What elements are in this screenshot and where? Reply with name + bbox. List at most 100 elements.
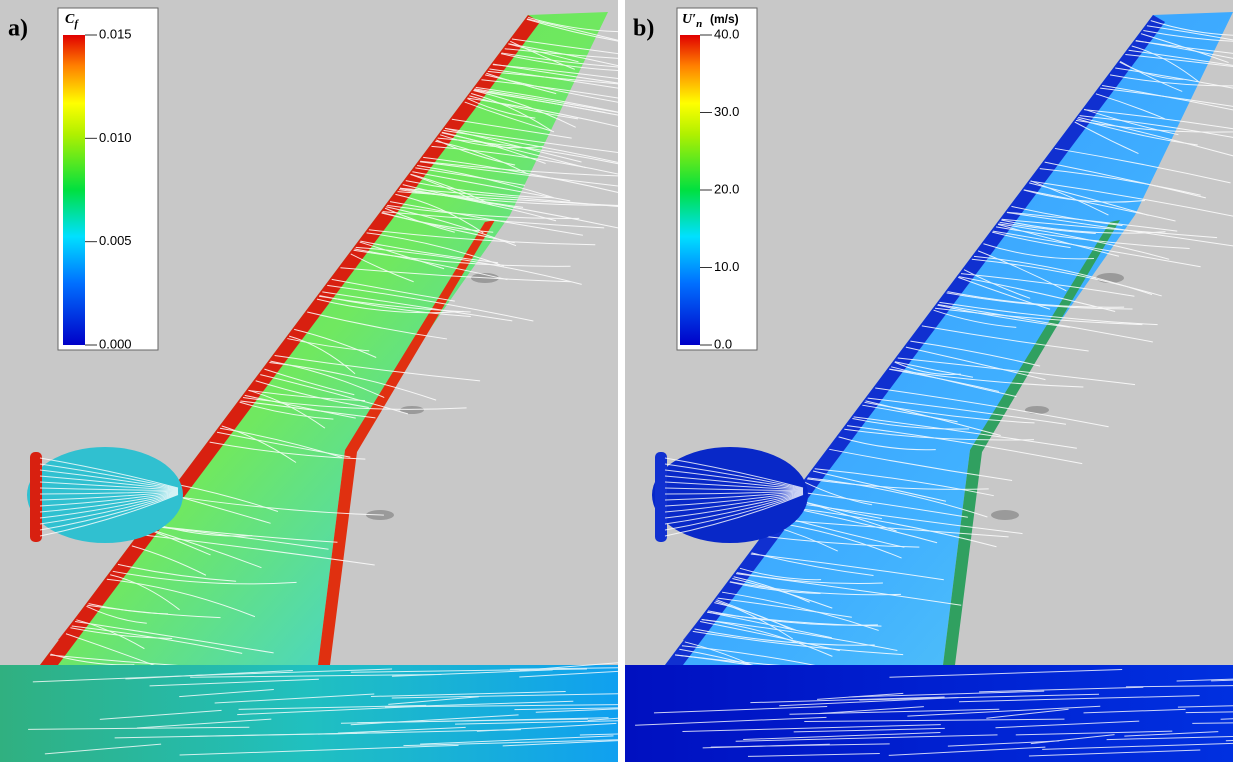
streamline [664,491,804,501]
streamline [735,573,962,606]
streamline [1083,109,1233,130]
streamline [664,475,804,490]
streamline [907,705,1101,717]
colorbar-title: U′n [682,12,702,29]
symbol: C [65,12,75,27]
panel-label: a) [8,16,28,42]
streamline [510,40,575,70]
streamline [519,670,618,678]
streamline [664,492,804,513]
streamline [664,469,804,490]
tick-label: 0.000 [99,336,132,351]
streamline [39,493,179,531]
streamline [248,389,326,429]
streamline [1054,147,1231,184]
streamline [179,689,274,698]
streamline [189,668,393,677]
streamline [959,695,1200,703]
streamline [307,311,448,340]
streamline [489,68,618,89]
streamline [417,164,553,198]
trailing-edge-band [943,220,1120,665]
colorbar [680,35,700,345]
streamline [635,716,827,726]
streamline [444,127,618,153]
streamline [437,137,618,165]
streamline [216,431,351,458]
streamline [818,706,924,714]
streamline [420,160,618,177]
streamline [1115,67,1233,89]
streamline [511,38,618,55]
streamline [39,493,179,525]
streamline [221,425,297,463]
colorbar-title: Cf [65,12,79,29]
streamline [112,570,297,585]
streamline [664,457,804,489]
streamline [481,79,618,99]
streamline [39,492,179,519]
streamline [747,752,880,757]
streamline [937,304,1071,328]
streamline [664,463,804,489]
tick-label: 30.0 [714,104,739,119]
streamline [327,284,534,322]
streamline [888,746,1046,756]
fuselage [625,665,1233,762]
streamline [971,258,1162,297]
pylon-fairing [991,510,1019,520]
streamline [399,187,618,229]
streamline [875,387,1109,428]
streamline [287,338,370,352]
streamline [739,567,822,581]
streamline [368,229,596,246]
streamline [405,180,554,199]
streamline [337,726,466,734]
streamline [779,696,959,707]
streamline [1023,189,1145,203]
streamline [1042,742,1233,750]
streamline [729,581,821,595]
streamline [117,563,237,582]
streamline [1079,115,1233,138]
streamline [958,276,1116,312]
trailing-edge-band [318,220,495,665]
streamline [243,397,467,410]
streamline [1119,61,1184,80]
streamline [149,678,319,687]
streamline [789,708,1000,715]
streamline [717,597,852,618]
streamline [793,727,945,733]
streamline [270,360,385,398]
streamline [694,628,875,646]
streamline [136,718,272,729]
streamline [88,603,169,615]
streamline [76,619,145,650]
streamline [392,700,574,708]
streamline [209,441,366,460]
streamline [65,633,158,667]
streamline [733,576,810,603]
streamline [248,389,366,402]
streamline [579,733,618,736]
streamline [1074,121,1139,155]
streamline [829,448,1013,482]
streamline [947,740,1060,747]
fuselage-streamlines [28,662,618,756]
streamline [701,618,833,657]
streamline [1075,119,1233,133]
streamline [443,129,618,163]
streamline [1124,731,1219,737]
streamline [106,578,256,618]
streamline [395,193,484,234]
tick-label: 0.005 [99,233,132,248]
streamline [979,686,1144,693]
streamline [1131,45,1200,83]
streamline [1102,84,1233,111]
streamline [110,574,180,611]
streamline [867,397,1067,425]
streamline [528,16,618,33]
streamline [1125,54,1233,67]
streamline [493,63,618,84]
streamline [319,295,471,317]
